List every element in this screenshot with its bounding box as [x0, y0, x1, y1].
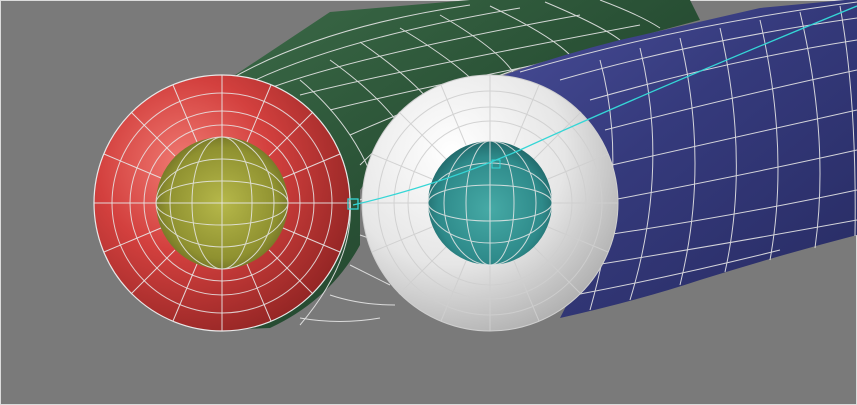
white-ring-wireframe	[362, 75, 618, 331]
blue-tube[interactable]	[470, 0, 857, 318]
teal-core	[427, 140, 553, 266]
white-ring[interactable]	[361, 74, 619, 332]
spline-vertex-handle-secondary[interactable]	[491, 159, 501, 169]
blue-tube-wireframe	[519, 1, 857, 311]
red-ring-wireframe	[94, 75, 350, 331]
selection-spline[interactable]	[347, 5, 857, 210]
red-ring[interactable]	[93, 74, 351, 332]
spline-vertex-handle[interactable]	[347, 198, 359, 210]
